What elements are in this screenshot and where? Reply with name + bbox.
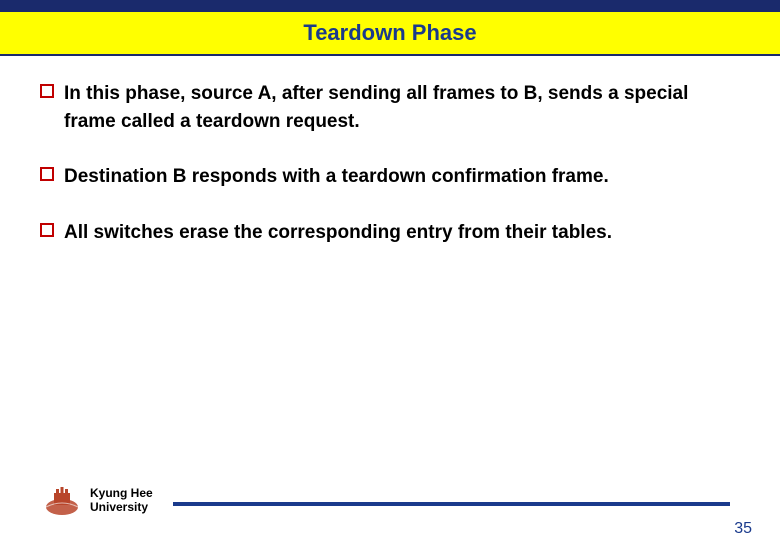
square-bullet-icon bbox=[40, 84, 54, 98]
university-logo-icon bbox=[44, 485, 80, 517]
bullet-item: In this phase, source A, after sending a… bbox=[40, 80, 740, 135]
page-number: 35 bbox=[734, 520, 752, 538]
bullet-item: All switches erase the corresponding ent… bbox=[40, 219, 740, 247]
square-bullet-icon bbox=[40, 167, 54, 181]
bullet-text: In this phase, source A, after sending a… bbox=[64, 80, 740, 135]
content-area: In this phase, source A, after sending a… bbox=[0, 56, 780, 246]
university-name-line1: Kyung Hee bbox=[90, 487, 153, 501]
footer-divider-line bbox=[173, 502, 730, 506]
university-name: Kyung Hee University bbox=[90, 487, 153, 515]
top-accent-bar bbox=[0, 0, 780, 12]
square-bullet-icon bbox=[40, 223, 54, 237]
university-name-line2: University bbox=[90, 501, 153, 515]
bullet-text: Destination B responds with a teardown c… bbox=[64, 163, 740, 191]
slide-title: Teardown Phase bbox=[303, 20, 476, 45]
footer: Kyung Hee University bbox=[0, 476, 780, 526]
title-bar: Teardown Phase bbox=[0, 12, 780, 56]
bullet-item: Destination B responds with a teardown c… bbox=[40, 163, 740, 191]
bullet-text: All switches erase the corresponding ent… bbox=[64, 219, 740, 247]
